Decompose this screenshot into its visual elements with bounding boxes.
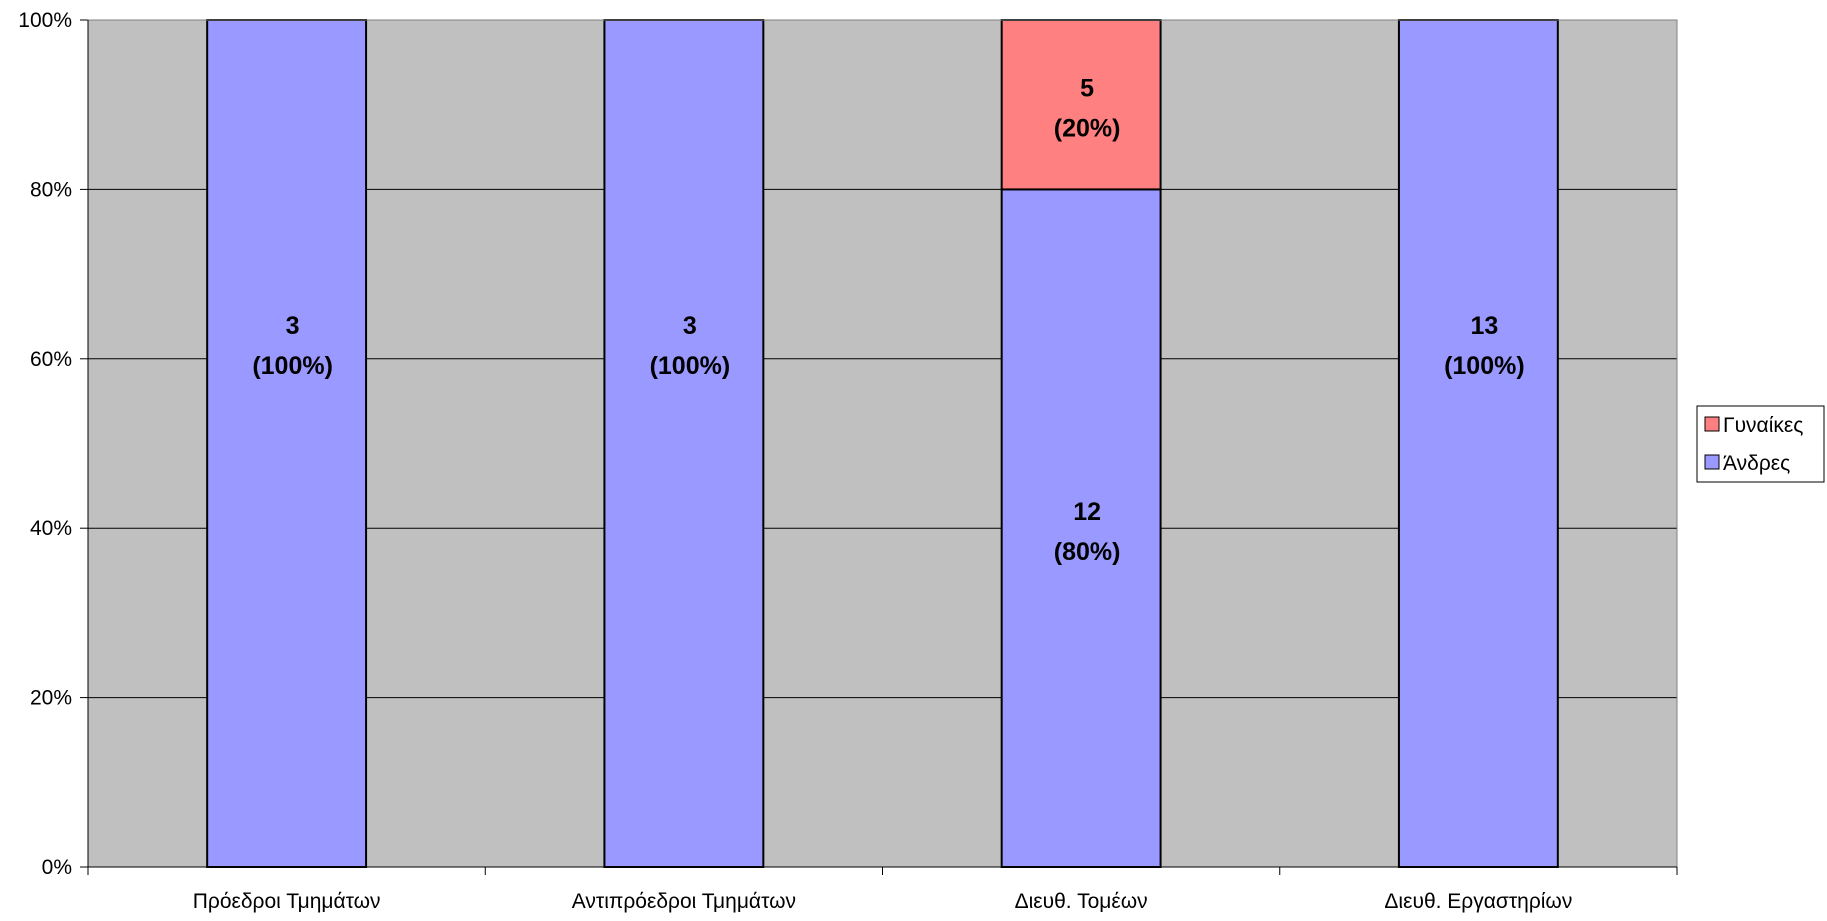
data-label-value: 5 (1080, 75, 1094, 103)
y-tick-label: 60% (30, 348, 72, 371)
y-tick-label: 0% (42, 856, 72, 879)
y-tick-label: 40% (30, 517, 72, 540)
data-label-percent: (100%) (1444, 352, 1525, 380)
x-tick-label: Αντιπρόεδροι Τμημάτων (572, 890, 796, 913)
data-label-percent: (100%) (252, 352, 333, 380)
x-tick-label: Διευθ. Εργαστηρίων (1384, 890, 1572, 913)
data-label-value: 13 (1470, 312, 1498, 340)
x-tick-label: Διευθ. Τομέων (1015, 890, 1148, 913)
y-tick-label: 100% (18, 9, 72, 32)
x-tick-label: Πρόεδροι Τμημάτων (193, 890, 381, 913)
y-tick-label: 80% (30, 178, 72, 201)
legend: Γυναίκες Άνδρες (1696, 405, 1825, 483)
bar-segment (603, 19, 765, 868)
bar-segment (1000, 188, 1162, 868)
data-label-value: 3 (286, 312, 300, 340)
y-tick-label: 20% (30, 687, 72, 710)
data-label-percent: (100%) (650, 352, 731, 380)
axes: 0% 20% 40% 60% 80% 100% Πρόεδροι Τμημάτων Αντιπ… (18, 9, 1678, 913)
bars (206, 19, 1559, 868)
bar-segment (1397, 19, 1559, 868)
data-label-value: 3 (683, 312, 697, 340)
legend-label: Γυναίκες (1723, 414, 1803, 437)
legend-swatch (1704, 416, 1720, 432)
bar-segment (206, 19, 368, 868)
bar-segment (1000, 19, 1162, 191)
legend-label: Άνδρες (1723, 452, 1790, 475)
data-label-percent: (20%) (1054, 115, 1121, 143)
data-label-value: 12 (1073, 498, 1101, 526)
data-label-percent: (80%) (1054, 538, 1121, 566)
data-labels: 3 (100%) 3 (100%) 12 (80%) 5 (20%) 13 (100%) (252, 75, 1524, 567)
legend-swatch (1704, 454, 1720, 470)
